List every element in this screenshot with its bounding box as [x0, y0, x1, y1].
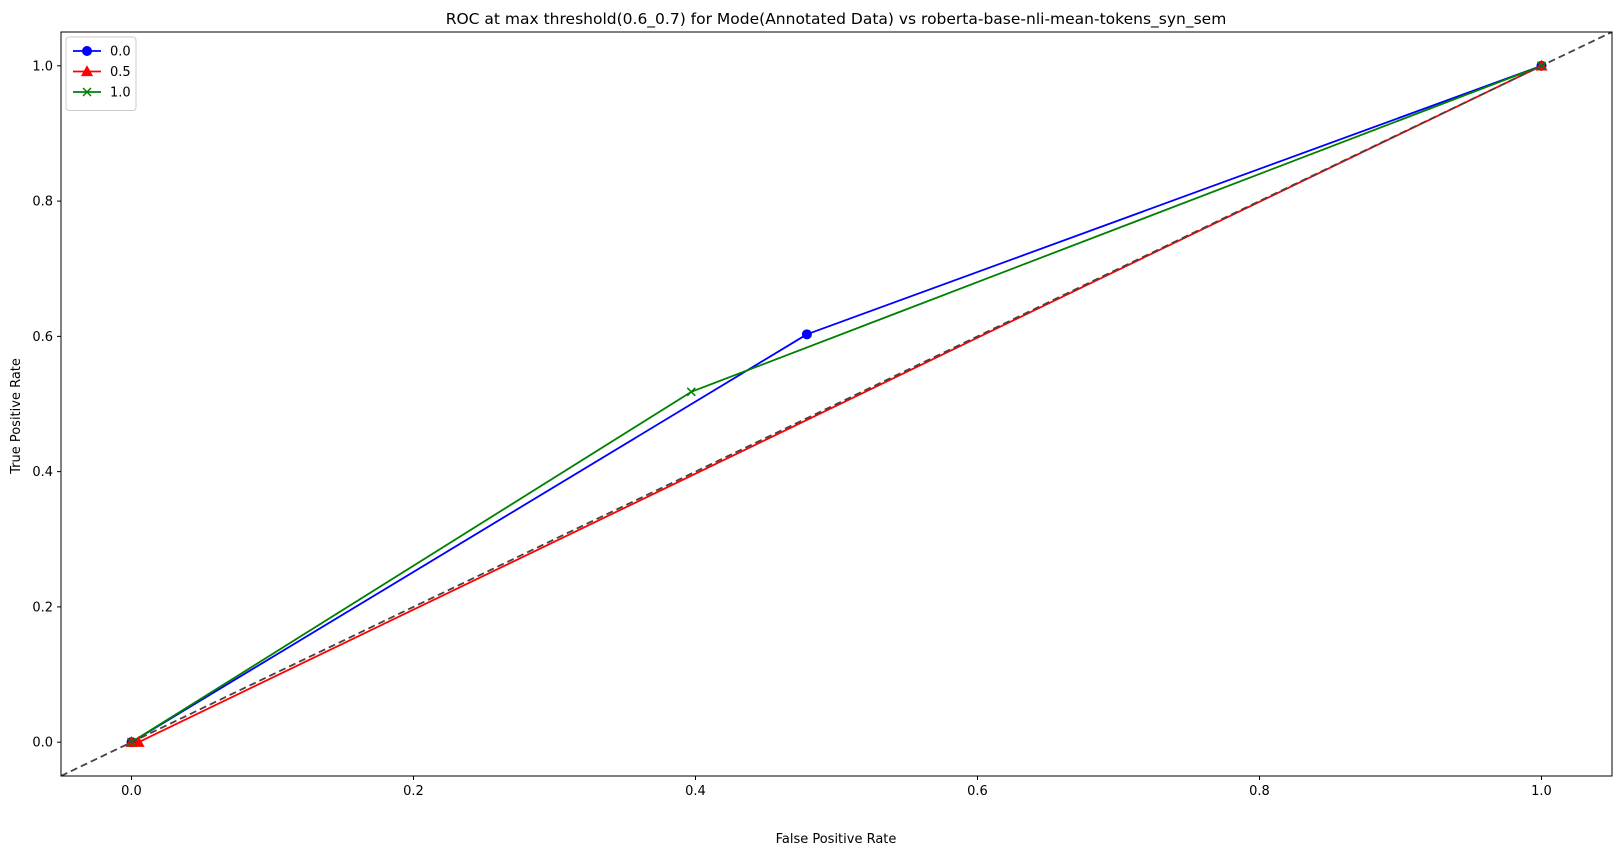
legend: 0.0 0.5 1.0	[65, 36, 137, 111]
x-tick-label-0: 0.0	[121, 784, 142, 799]
legend-label-1: 0.5	[110, 65, 131, 80]
y-tick-label-3: 0.6	[32, 330, 53, 345]
series-point-2-1	[686, 387, 696, 397]
plot-content	[61, 32, 1612, 776]
x-axis-label: False Positive Rate	[776, 832, 897, 847]
series-point-2-1-b	[686, 387, 696, 397]
legend-label-0: 0.0	[110, 45, 131, 60]
axes-frame	[60, 31, 1613, 777]
y-axis-label: True Positive Rate	[9, 358, 24, 475]
x-tick-label-1: 0.2	[403, 784, 424, 799]
legend-label-2: 1.0	[110, 86, 131, 101]
reference-diagonal-line	[61, 32, 1612, 776]
x-tick-label-2: 0.4	[685, 784, 706, 799]
legend-marker-2-b	[82, 87, 92, 97]
y-tick-label-1: 0.2	[32, 600, 53, 615]
series-point-1-1	[132, 735, 145, 747]
x-tick-label-5: 1.0	[1531, 784, 1552, 799]
y-tick-label-0: 0.0	[32, 736, 53, 751]
plot-area	[61, 32, 1612, 776]
y-tick-label-2: 0.4	[32, 465, 53, 480]
x-tick-label-3: 0.6	[967, 784, 988, 799]
y-tick-label-5: 1.0	[32, 59, 53, 74]
legend-marker-0	[82, 46, 92, 56]
legend-marker-2	[82, 87, 92, 97]
legend-marker-1	[80, 65, 94, 77]
y-tick-label-4: 0.8	[32, 195, 53, 210]
axes: 0.0 0.2 0.4 0.6 0.8 1.0 0.0 0.2 0.4 0.6 0.8 1.0	[32, 31, 1613, 799]
x-tick-label-4: 0.8	[1249, 784, 1270, 799]
series-point-0-1	[801, 329, 812, 340]
chart-title: ROC at max threshold(0.6_0.7) for Mode(A…	[446, 10, 1227, 29]
